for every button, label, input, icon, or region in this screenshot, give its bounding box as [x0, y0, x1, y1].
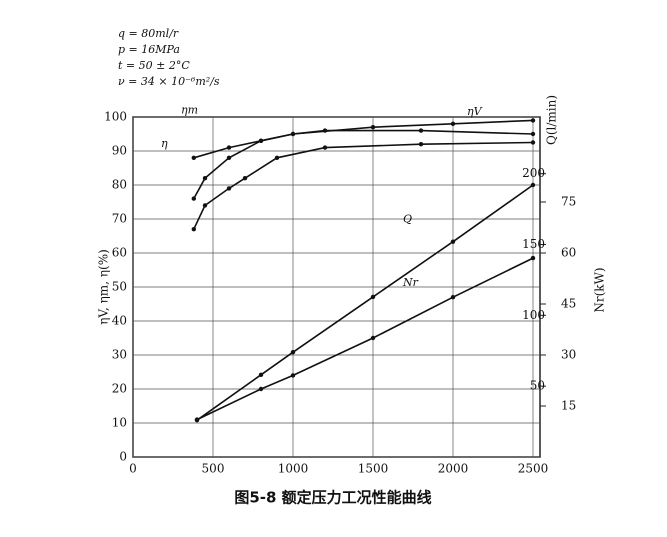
data-point: [450, 121, 456, 127]
data-point: [322, 145, 328, 150]
data-point: [191, 196, 196, 201]
y-tick-label: 80: [112, 178, 127, 192]
annotation: q = 80ml/r: [118, 27, 179, 40]
y-tick-label: 40: [112, 314, 127, 328]
data-point: [258, 138, 264, 143]
y2-axis-title: Q(l/min): [545, 95, 559, 145]
caption: 图5-8 额定压力工况性能曲线: [234, 489, 431, 507]
y2-tick-label: 150: [522, 237, 545, 251]
data-point: [450, 239, 456, 244]
data-point: [290, 349, 296, 355]
data-point: [226, 145, 232, 150]
x-tick-label: 0: [129, 462, 137, 476]
y3-tick-label: 15: [561, 399, 576, 413]
data-point: [322, 128, 328, 133]
x-tick-label: 500: [202, 462, 225, 476]
y-tick-label: 20: [112, 382, 127, 396]
series-line: [196, 257, 534, 421]
y-tick-label: 100: [104, 110, 127, 124]
y-tick-label: 0: [119, 450, 127, 464]
data-point: [370, 294, 376, 300]
x-tick-label: 1000: [278, 462, 309, 476]
data-point: [258, 386, 264, 392]
series-label: Q: [403, 213, 412, 226]
y3-tick-label: 45: [561, 297, 576, 311]
series-line: [196, 184, 534, 421]
series-line: [193, 141, 534, 230]
y-tick-label: 50: [112, 280, 127, 294]
data-point: [258, 372, 264, 378]
y2-tick-label: 100: [522, 308, 545, 322]
series-label: ηV: [467, 105, 483, 118]
y3-tick-label: 60: [561, 246, 576, 260]
annotation: p = 16MPa: [118, 43, 180, 56]
data-point: [226, 186, 232, 191]
data-point: [242, 176, 248, 181]
data-point: [191, 155, 196, 160]
data-point: [290, 373, 296, 378]
series-label: ηm: [181, 104, 198, 117]
data-point: [450, 295, 456, 300]
y-tick-label: 30: [112, 348, 127, 362]
data-point: [290, 131, 296, 137]
data-point: [530, 140, 536, 145]
y3-tick-label: 30: [561, 348, 576, 362]
y-tick-label: 90: [112, 144, 127, 158]
data-point: [370, 335, 376, 341]
series-label: η: [161, 137, 168, 150]
series-label: Nr: [402, 276, 419, 289]
y-axis-title: ηV, ηm, η(%): [97, 249, 111, 325]
y-tick-label: 10: [112, 416, 127, 430]
data-point: [370, 125, 376, 130]
annotation: t = 50 ± 2°C: [118, 59, 190, 72]
data-point: [226, 155, 232, 160]
y2-tick-label: 50: [530, 379, 545, 393]
data-point: [530, 131, 536, 137]
y3-tick-label: 75: [561, 195, 576, 209]
data-point: [530, 118, 536, 123]
data-point: [530, 255, 536, 261]
data-point: [191, 227, 196, 232]
x-tick-label: 1500: [358, 462, 389, 476]
data-point: [530, 182, 536, 188]
y2-tick-label: 200: [522, 166, 545, 180]
data-point: [202, 176, 208, 181]
y-tick-label: 60: [112, 246, 127, 260]
y3-axis-title: Nr(kW): [593, 267, 607, 312]
data-point: [194, 417, 200, 422]
annotation: ν = 34 × 10⁻⁶m²/s: [118, 75, 220, 88]
data-point: [202, 203, 208, 208]
data-point: [274, 155, 280, 160]
x-tick-label: 2500: [518, 462, 549, 476]
series-line: [193, 129, 534, 199]
y-tick-label: 70: [112, 212, 127, 226]
x-tick-label: 2000: [438, 462, 469, 476]
data-point: [418, 128, 424, 133]
data-point: [418, 142, 424, 147]
